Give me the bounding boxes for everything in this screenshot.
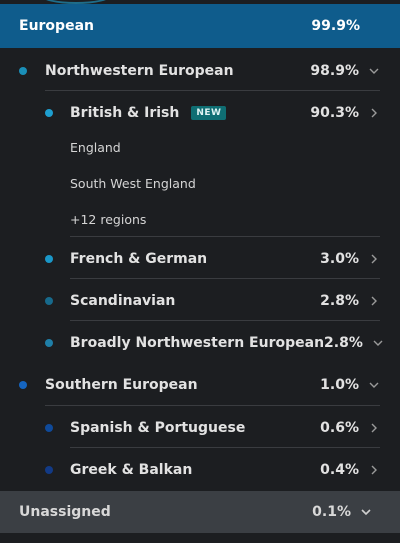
- divider: [45, 405, 380, 406]
- southern-dot-icon: [19, 381, 27, 389]
- greek-balkan-dot-icon: [45, 466, 53, 474]
- scandinavian-label: Scandinavian: [70, 293, 176, 309]
- spanish-portuguese-percent: 0.6%: [320, 420, 359, 436]
- northwestern-dot-icon: [19, 67, 27, 75]
- european-label: European: [19, 18, 94, 34]
- scandinavian-percent: 2.8%: [320, 293, 359, 309]
- british-irish-label: British & Irish: [70, 105, 180, 121]
- chevron-right-icon[interactable]: [367, 463, 381, 477]
- southern-percent: 1.0%: [320, 377, 359, 393]
- chevron-down-icon[interactable]: [371, 336, 385, 350]
- region-row-southern[interactable]: Southern European 1.0%: [19, 372, 381, 398]
- chevron-down-icon[interactable]: [367, 64, 381, 78]
- european-percent: 99.9%: [311, 18, 360, 34]
- greek-balkan-label: Greek & Balkan: [70, 462, 193, 478]
- spanish-portuguese-label: Spanish & Portuguese: [70, 420, 246, 436]
- southern-label: Southern European: [45, 377, 198, 393]
- broadly-northwestern-label: Broadly Northwestern European: [70, 335, 325, 351]
- spanish-portuguese-dot-icon: [45, 424, 53, 432]
- british-irish-percent: 90.3%: [310, 105, 359, 121]
- northwestern-label: Northwestern European: [45, 63, 234, 79]
- european-header-row[interactable]: European 99.9%: [0, 4, 400, 48]
- divider: [45, 90, 380, 91]
- region-row-broadly-northwestern[interactable]: Broadly Northwestern European 2.8%: [45, 330, 383, 356]
- sub-region-south-west-england[interactable]: South West England: [70, 175, 196, 191]
- broadly-northwestern-dot-icon: [45, 339, 53, 347]
- chevron-right-icon[interactable]: [367, 294, 381, 308]
- region-row-scandinavian[interactable]: Scandinavian 2.8%: [45, 288, 381, 314]
- northwestern-percent: 98.9%: [310, 63, 359, 79]
- scandinavian-dot-icon: [45, 297, 53, 305]
- french-german-dot-icon: [45, 255, 53, 263]
- divider: [70, 278, 380, 279]
- chevron-down-icon[interactable]: [367, 378, 381, 392]
- unassigned-label: Unassigned: [19, 504, 111, 520]
- broadly-northwestern-percent: 2.8%: [324, 335, 363, 351]
- unassigned-percent: 0.1%: [312, 504, 351, 520]
- region-row-greek-balkan[interactable]: Greek & Balkan 0.4%: [45, 457, 381, 483]
- british-irish-dot-icon: [45, 109, 53, 117]
- region-row-british-irish[interactable]: British & Irish NEW 90.3%: [45, 100, 381, 126]
- chevron-right-icon[interactable]: [367, 421, 381, 435]
- chevron-right-icon[interactable]: [367, 252, 381, 266]
- french-german-percent: 3.0%: [320, 251, 359, 267]
- divider: [70, 320, 380, 321]
- new-badge: NEW: [191, 106, 227, 120]
- chevron-down-icon[interactable]: [359, 505, 373, 519]
- sub-region-more-link[interactable]: +12 regions: [70, 211, 147, 227]
- sub-region-england[interactable]: England: [70, 139, 121, 155]
- region-row-french-german[interactable]: French & German 3.0%: [45, 246, 381, 272]
- greek-balkan-percent: 0.4%: [320, 462, 359, 478]
- region-row-northwestern[interactable]: Northwestern European 98.9%: [19, 58, 381, 84]
- chevron-right-icon[interactable]: [367, 106, 381, 120]
- region-row-spanish-portuguese[interactable]: Spanish & Portuguese 0.6%: [45, 415, 381, 441]
- divider: [70, 447, 380, 448]
- unassigned-row[interactable]: Unassigned 0.1%: [0, 491, 400, 533]
- divider: [70, 236, 380, 237]
- french-german-label: French & German: [70, 251, 208, 267]
